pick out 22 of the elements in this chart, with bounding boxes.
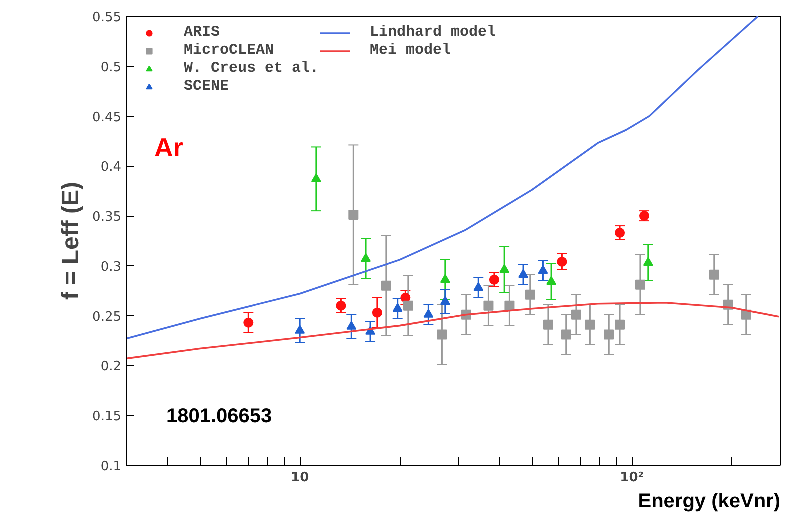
y-tick-label: 0.5 bbox=[100, 60, 122, 76]
legend-label: MicroCLEAN bbox=[184, 42, 274, 59]
x-tick-label: 10² bbox=[620, 470, 644, 486]
legend-label: Mei model bbox=[370, 42, 452, 59]
annotation: Ar bbox=[154, 132, 184, 162]
legend-label: W. Creus et al. bbox=[184, 60, 320, 77]
y-tick-label: 0.35 bbox=[92, 210, 122, 226]
y-tick-label: 0.4 bbox=[100, 160, 122, 176]
x-tick-label: 10 bbox=[291, 470, 310, 486]
legend-label: Lindhard model bbox=[370, 24, 496, 41]
y-axis-title: f = Leff (E) bbox=[58, 182, 85, 300]
y-tick-label: 0.3 bbox=[100, 260, 122, 275]
y-tick-label: 0.45 bbox=[92, 110, 122, 126]
legend-label: SCENE bbox=[184, 78, 230, 95]
y-tick-label: 0.55 bbox=[92, 10, 122, 26]
y-tick-label: 0.2 bbox=[100, 360, 122, 375]
annotation: 1801.06653 bbox=[166, 406, 272, 428]
legend-label: ARIS bbox=[184, 24, 220, 41]
y-tick-label: 0.15 bbox=[92, 410, 122, 425]
x-axis-title: Energy (keVnr) bbox=[638, 490, 780, 512]
y-tick-label: 0.1 bbox=[100, 460, 122, 474]
y-tick-label: 0.25 bbox=[92, 310, 122, 325]
